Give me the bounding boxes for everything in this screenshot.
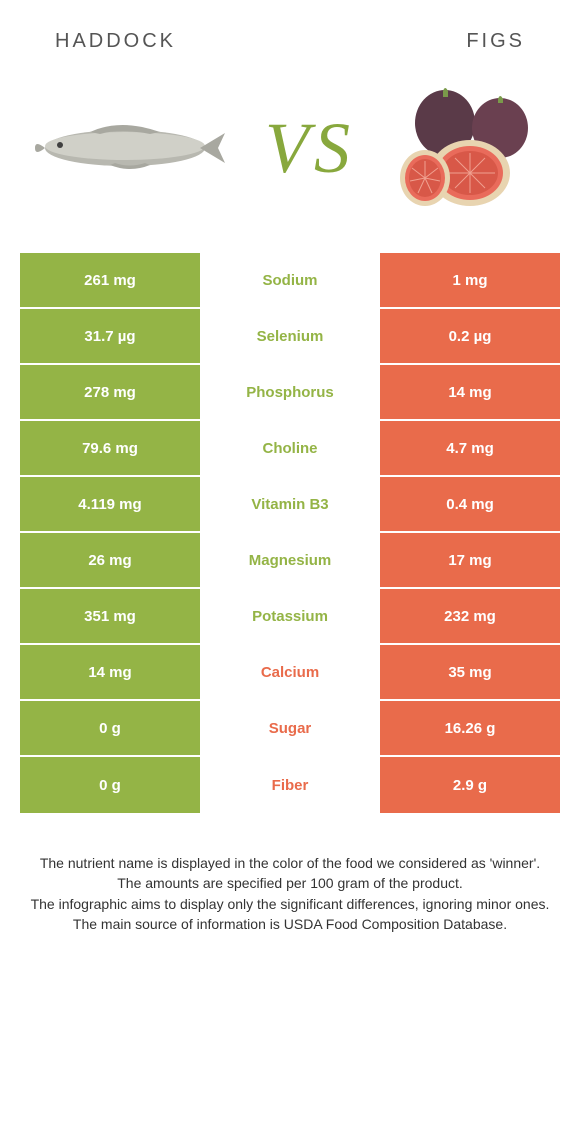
right-value: 14 mg [380,365,560,419]
right-value: 1 mg [380,253,560,307]
left-value: 0 g [20,757,200,813]
right-value: 0.4 mg [380,477,560,531]
right-food-title: Figs [466,30,525,53]
left-food-title: Haddock [55,30,176,53]
left-value: 26 mg [20,533,200,587]
left-value: 0 g [20,701,200,755]
footnote-line: The amounts are specified per 100 gram o… [20,873,560,893]
right-value: 16.26 g [380,701,560,755]
nutrient-label: Choline [200,421,380,475]
right-value: 2.9 g [380,757,560,813]
left-value: 31.7 µg [20,309,200,363]
left-value: 14 mg [20,645,200,699]
nutrient-label: Selenium [200,309,380,363]
nutrient-table: 261 mgSodium1 mg31.7 µgSelenium0.2 µg278… [20,253,560,813]
nutrient-label: Sugar [200,701,380,755]
footnote-line: The nutrient name is displayed in the co… [20,853,560,873]
nutrient-label: Vitamin B3 [200,477,380,531]
right-value: 232 mg [380,589,560,643]
right-value: 0.2 µg [380,309,560,363]
table-row: 26 mgMagnesium17 mg [20,533,560,589]
table-row: 351 mgPotassium232 mg [20,589,560,645]
footnote-line: The infographic aims to display only the… [20,894,560,914]
figs-icon [390,83,540,213]
left-value: 278 mg [20,365,200,419]
left-value: 4.119 mg [20,477,200,531]
table-row: 261 mgSodium1 mg [20,253,560,309]
nutrient-label: Sodium [200,253,380,307]
right-value: 17 mg [380,533,560,587]
footnotes: The nutrient name is displayed in the co… [20,853,560,934]
table-row: 4.119 mgVitamin B30.4 mg [20,477,560,533]
table-row: 31.7 µgSelenium0.2 µg [20,309,560,365]
table-row: 0 gSugar16.26 g [20,701,560,757]
nutrient-label: Fiber [200,757,380,813]
left-value: 351 mg [20,589,200,643]
right-value: 35 mg [380,645,560,699]
footnote-line: The main source of information is USDA F… [20,914,560,934]
vs-label: VS [265,112,355,184]
nutrient-label: Phosphorus [200,365,380,419]
table-row: 14 mgCalcium35 mg [20,645,560,701]
left-value: 261 mg [20,253,200,307]
nutrient-label: Magnesium [200,533,380,587]
table-row: 0 gFiber2.9 g [20,757,560,813]
vs-row: VS [0,63,580,243]
nutrient-label: Potassium [200,589,380,643]
table-row: 278 mgPhosphorus14 mg [20,365,560,421]
nutrient-label: Calcium [200,645,380,699]
table-row: 79.6 mgCholine4.7 mg [20,421,560,477]
left-value: 79.6 mg [20,421,200,475]
right-value: 4.7 mg [380,421,560,475]
haddock-icon [30,98,230,198]
header-titles: Haddock Figs [0,0,580,63]
